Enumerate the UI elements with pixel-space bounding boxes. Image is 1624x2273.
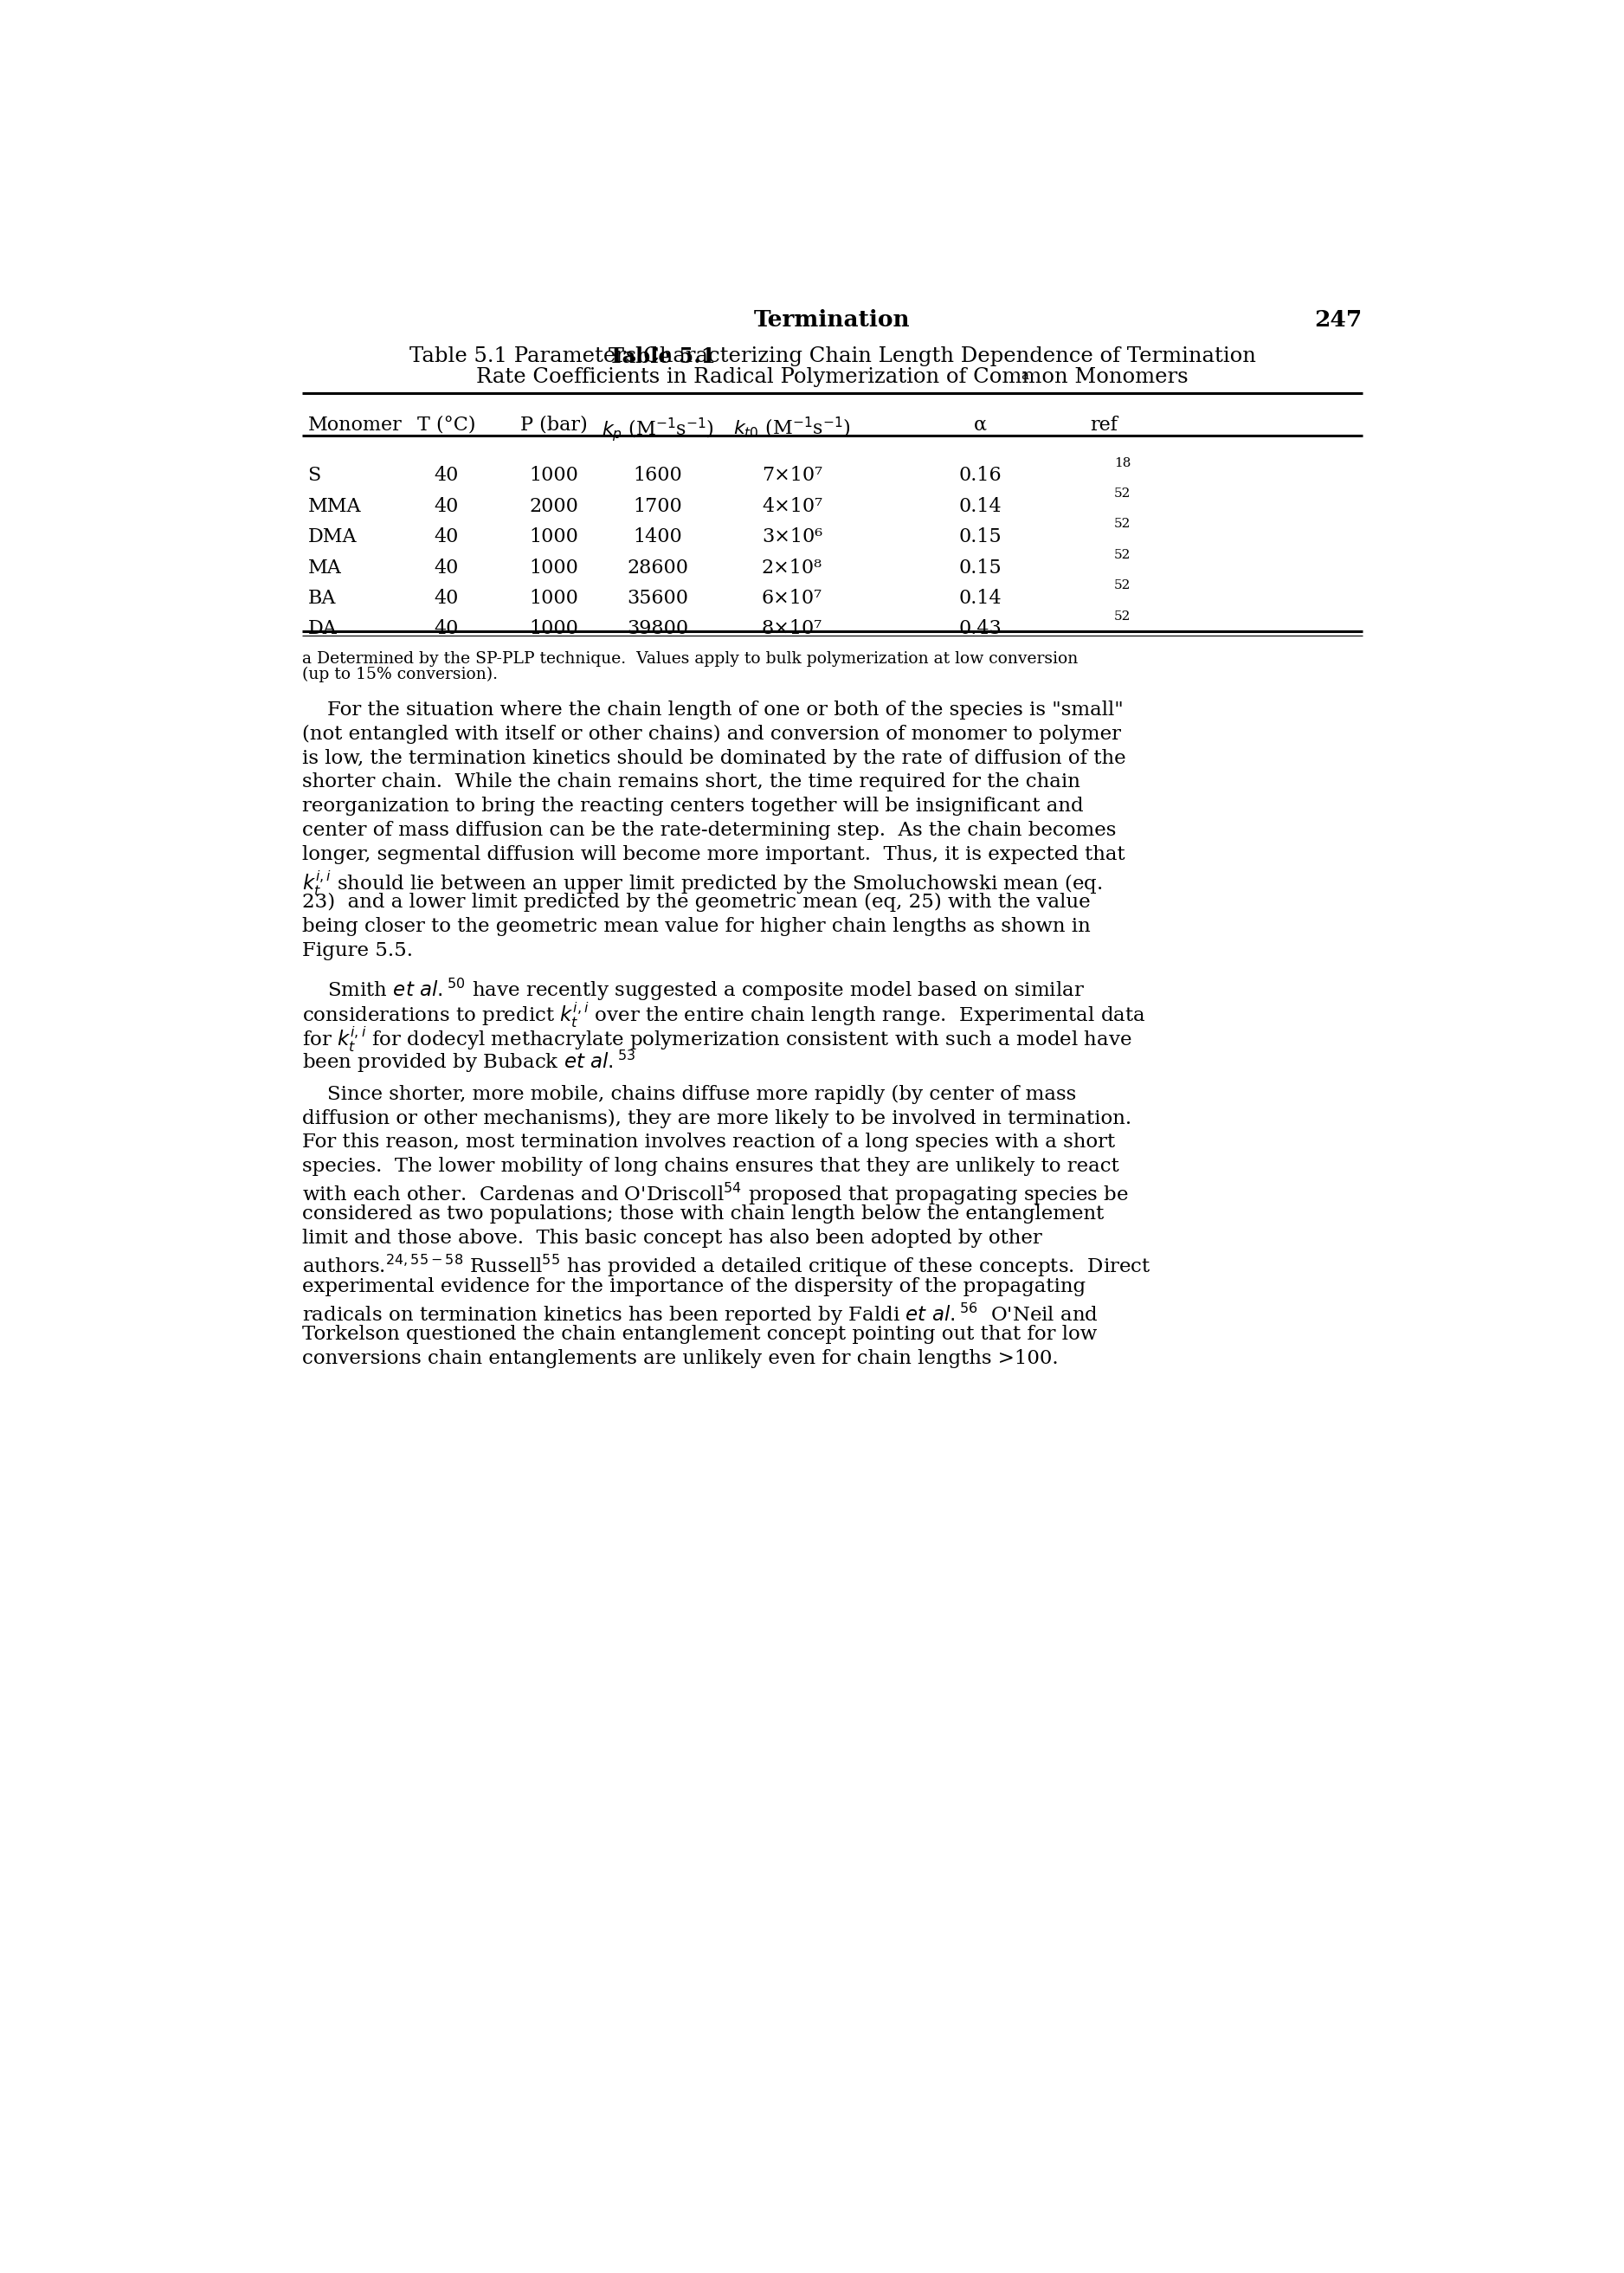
Text: 1000: 1000 [529, 559, 578, 577]
Text: 40: 40 [434, 466, 460, 484]
Text: shorter chain.  While the chain remains short, the time required for the chain: shorter chain. While the chain remains s… [302, 773, 1080, 791]
Text: Monomer: Monomer [307, 416, 401, 434]
Text: diffusion or other mechanisms), they are more likely to be involved in terminati: diffusion or other mechanisms), they are… [302, 1109, 1132, 1127]
Text: 247: 247 [1314, 309, 1363, 332]
Text: α: α [973, 416, 986, 434]
Text: ref: ref [1090, 416, 1117, 434]
Text: 52: 52 [1114, 518, 1130, 530]
Text: 0.14: 0.14 [958, 589, 1002, 607]
Text: 8×10⁷: 8×10⁷ [762, 621, 822, 639]
Text: 1000: 1000 [529, 527, 578, 546]
Text: 0.15: 0.15 [958, 559, 1002, 577]
Text: Termination: Termination [754, 309, 911, 332]
Text: conversions chain entanglements are unlikely even for chain lengths >100.: conversions chain entanglements are unli… [302, 1348, 1059, 1368]
Text: $k_p$ (M$^{-1}$s$^{-1}$): $k_p$ (M$^{-1}$s$^{-1}$) [601, 416, 715, 443]
Text: Torkelson questioned the chain entanglement concept pointing out that for low: Torkelson questioned the chain entanglem… [302, 1325, 1098, 1343]
Text: Smith $et\ al.^{50}$ have recently suggested a composite model based on similar: Smith $et\ al.^{50}$ have recently sugge… [302, 977, 1085, 1002]
Text: 0.14: 0.14 [958, 498, 1002, 516]
Text: center of mass diffusion can be the rate-determining step.  As the chain becomes: center of mass diffusion can be the rate… [302, 821, 1116, 841]
Text: 1000: 1000 [529, 466, 578, 484]
Text: 52: 52 [1114, 609, 1130, 623]
Text: species.  The lower mobility of long chains ensures that they are unlikely to re: species. The lower mobility of long chai… [302, 1157, 1119, 1175]
Text: 52: 52 [1114, 486, 1130, 500]
Text: 1000: 1000 [529, 589, 578, 607]
Text: been provided by Buback $et\ al.^{53}$: been provided by Buback $et\ al.^{53}$ [302, 1048, 637, 1075]
Text: 40: 40 [434, 527, 460, 546]
Text: 28600: 28600 [627, 559, 689, 577]
Text: 40: 40 [434, 498, 460, 516]
Text: 2000: 2000 [529, 498, 578, 516]
Text: 2×10⁸: 2×10⁸ [762, 559, 822, 577]
Text: 1600: 1600 [633, 466, 682, 484]
Text: considerations to predict $k_t^{i,i}$ over the entire chain length range.  Exper: considerations to predict $k_t^{i,i}$ ov… [302, 1000, 1147, 1030]
Text: is low, the termination kinetics should be dominated by the rate of diffusion of: is low, the termination kinetics should … [302, 748, 1125, 768]
Text: MA: MA [307, 559, 341, 577]
Text: 23)  and a lower limit predicted by the geometric mean (eq, 25) with the value: 23) and a lower limit predicted by the g… [302, 893, 1091, 911]
Text: BA: BA [307, 589, 336, 607]
Text: authors.$^{24,55-58}$ Russell$^{55}$ has provided a detailed critique of these c: authors.$^{24,55-58}$ Russell$^{55}$ has… [302, 1252, 1151, 1280]
Text: 40: 40 [434, 559, 460, 577]
Text: Rate Coefficients in Radical Polymerization of Common Monomers: Rate Coefficients in Radical Polymerizat… [476, 368, 1189, 386]
Text: a: a [1021, 370, 1028, 382]
Text: MMA: MMA [307, 498, 361, 516]
Text: for $k_t^{i,i}$ for dodecyl methacrylate polymerization consistent with such a m: for $k_t^{i,i}$ for dodecyl methacrylate… [302, 1025, 1132, 1055]
Text: Figure 5.5.: Figure 5.5. [302, 941, 412, 959]
Text: For the situation where the chain length of one or both of the species is "small: For the situation where the chain length… [302, 700, 1124, 721]
Text: 1400: 1400 [633, 527, 682, 546]
Text: P (bar): P (bar) [520, 416, 588, 434]
Text: 40: 40 [434, 621, 460, 639]
Text: radicals on termination kinetics has been reported by Faldi $et\ al.^{56}$  O'Ne: radicals on termination kinetics has bee… [302, 1300, 1098, 1327]
Text: 0.16: 0.16 [958, 466, 1002, 484]
Text: DA: DA [307, 621, 336, 639]
Text: (not entangled with itself or other chains) and conversion of monomer to polymer: (not entangled with itself or other chai… [302, 725, 1121, 743]
Text: being closer to the geometric mean value for higher chain lengths as shown in: being closer to the geometric mean value… [302, 916, 1091, 936]
Text: 1000: 1000 [529, 621, 578, 639]
Text: 39800: 39800 [627, 621, 689, 639]
Text: experimental evidence for the importance of the dispersity of the propagating: experimental evidence for the importance… [302, 1277, 1086, 1296]
Text: 1700: 1700 [633, 498, 682, 516]
Text: 4×10⁷: 4×10⁷ [762, 498, 822, 516]
Text: DMA: DMA [307, 527, 357, 546]
Text: Table 5.1 Parameters Characterizing Chain Length Dependence of Termination: Table 5.1 Parameters Characterizing Chai… [409, 345, 1255, 366]
Text: 0.43: 0.43 [958, 621, 1002, 639]
Text: Since shorter, more mobile, chains diffuse more rapidly (by center of mass: Since shorter, more mobile, chains diffu… [302, 1084, 1077, 1105]
Text: 52: 52 [1114, 548, 1130, 561]
Text: 0.15: 0.15 [958, 527, 1002, 546]
Text: 40: 40 [434, 589, 460, 607]
Text: 52: 52 [1114, 580, 1130, 591]
Text: $k_t^{i,i}$ should lie between an upper limit predicted by the Smoluchowski mean: $k_t^{i,i}$ should lie between an upper … [302, 868, 1103, 898]
Text: S: S [307, 466, 322, 484]
Text: T (°C): T (°C) [417, 416, 476, 434]
Text: 18: 18 [1114, 457, 1130, 468]
Text: limit and those above.  This basic concept has also been adopted by other: limit and those above. This basic concep… [302, 1230, 1043, 1248]
Text: reorganization to bring the reacting centers together will be insignificant and: reorganization to bring the reacting cen… [302, 798, 1083, 816]
Text: with each other.  Cardenas and O'Driscoll$^{54}$ proposed that propagating speci: with each other. Cardenas and O'Driscoll… [302, 1182, 1129, 1207]
Text: 7×10⁷: 7×10⁷ [762, 466, 822, 484]
Text: 3×10⁶: 3×10⁶ [762, 527, 822, 546]
Text: For this reason, most termination involves reaction of a long species with a sho: For this reason, most termination involv… [302, 1132, 1116, 1152]
Text: 6×10⁷: 6×10⁷ [762, 589, 822, 607]
Text: $k_{t0}$ (M$^{-1}$s$^{-1}$): $k_{t0}$ (M$^{-1}$s$^{-1}$) [732, 416, 851, 441]
Text: a Determined by the SP-PLP technique.  Values apply to bulk polymerization at lo: a Determined by the SP-PLP technique. Va… [302, 652, 1078, 666]
Text: Table 5.1: Table 5.1 [609, 345, 716, 366]
Text: longer, segmental diffusion will become more important.  Thus, it is expected th: longer, segmental diffusion will become … [302, 846, 1125, 864]
Text: considered as two populations; those with chain length below the entanglement: considered as two populations; those wit… [302, 1205, 1104, 1223]
Text: (up to 15% conversion).: (up to 15% conversion). [302, 666, 499, 682]
Text: 35600: 35600 [627, 589, 689, 607]
